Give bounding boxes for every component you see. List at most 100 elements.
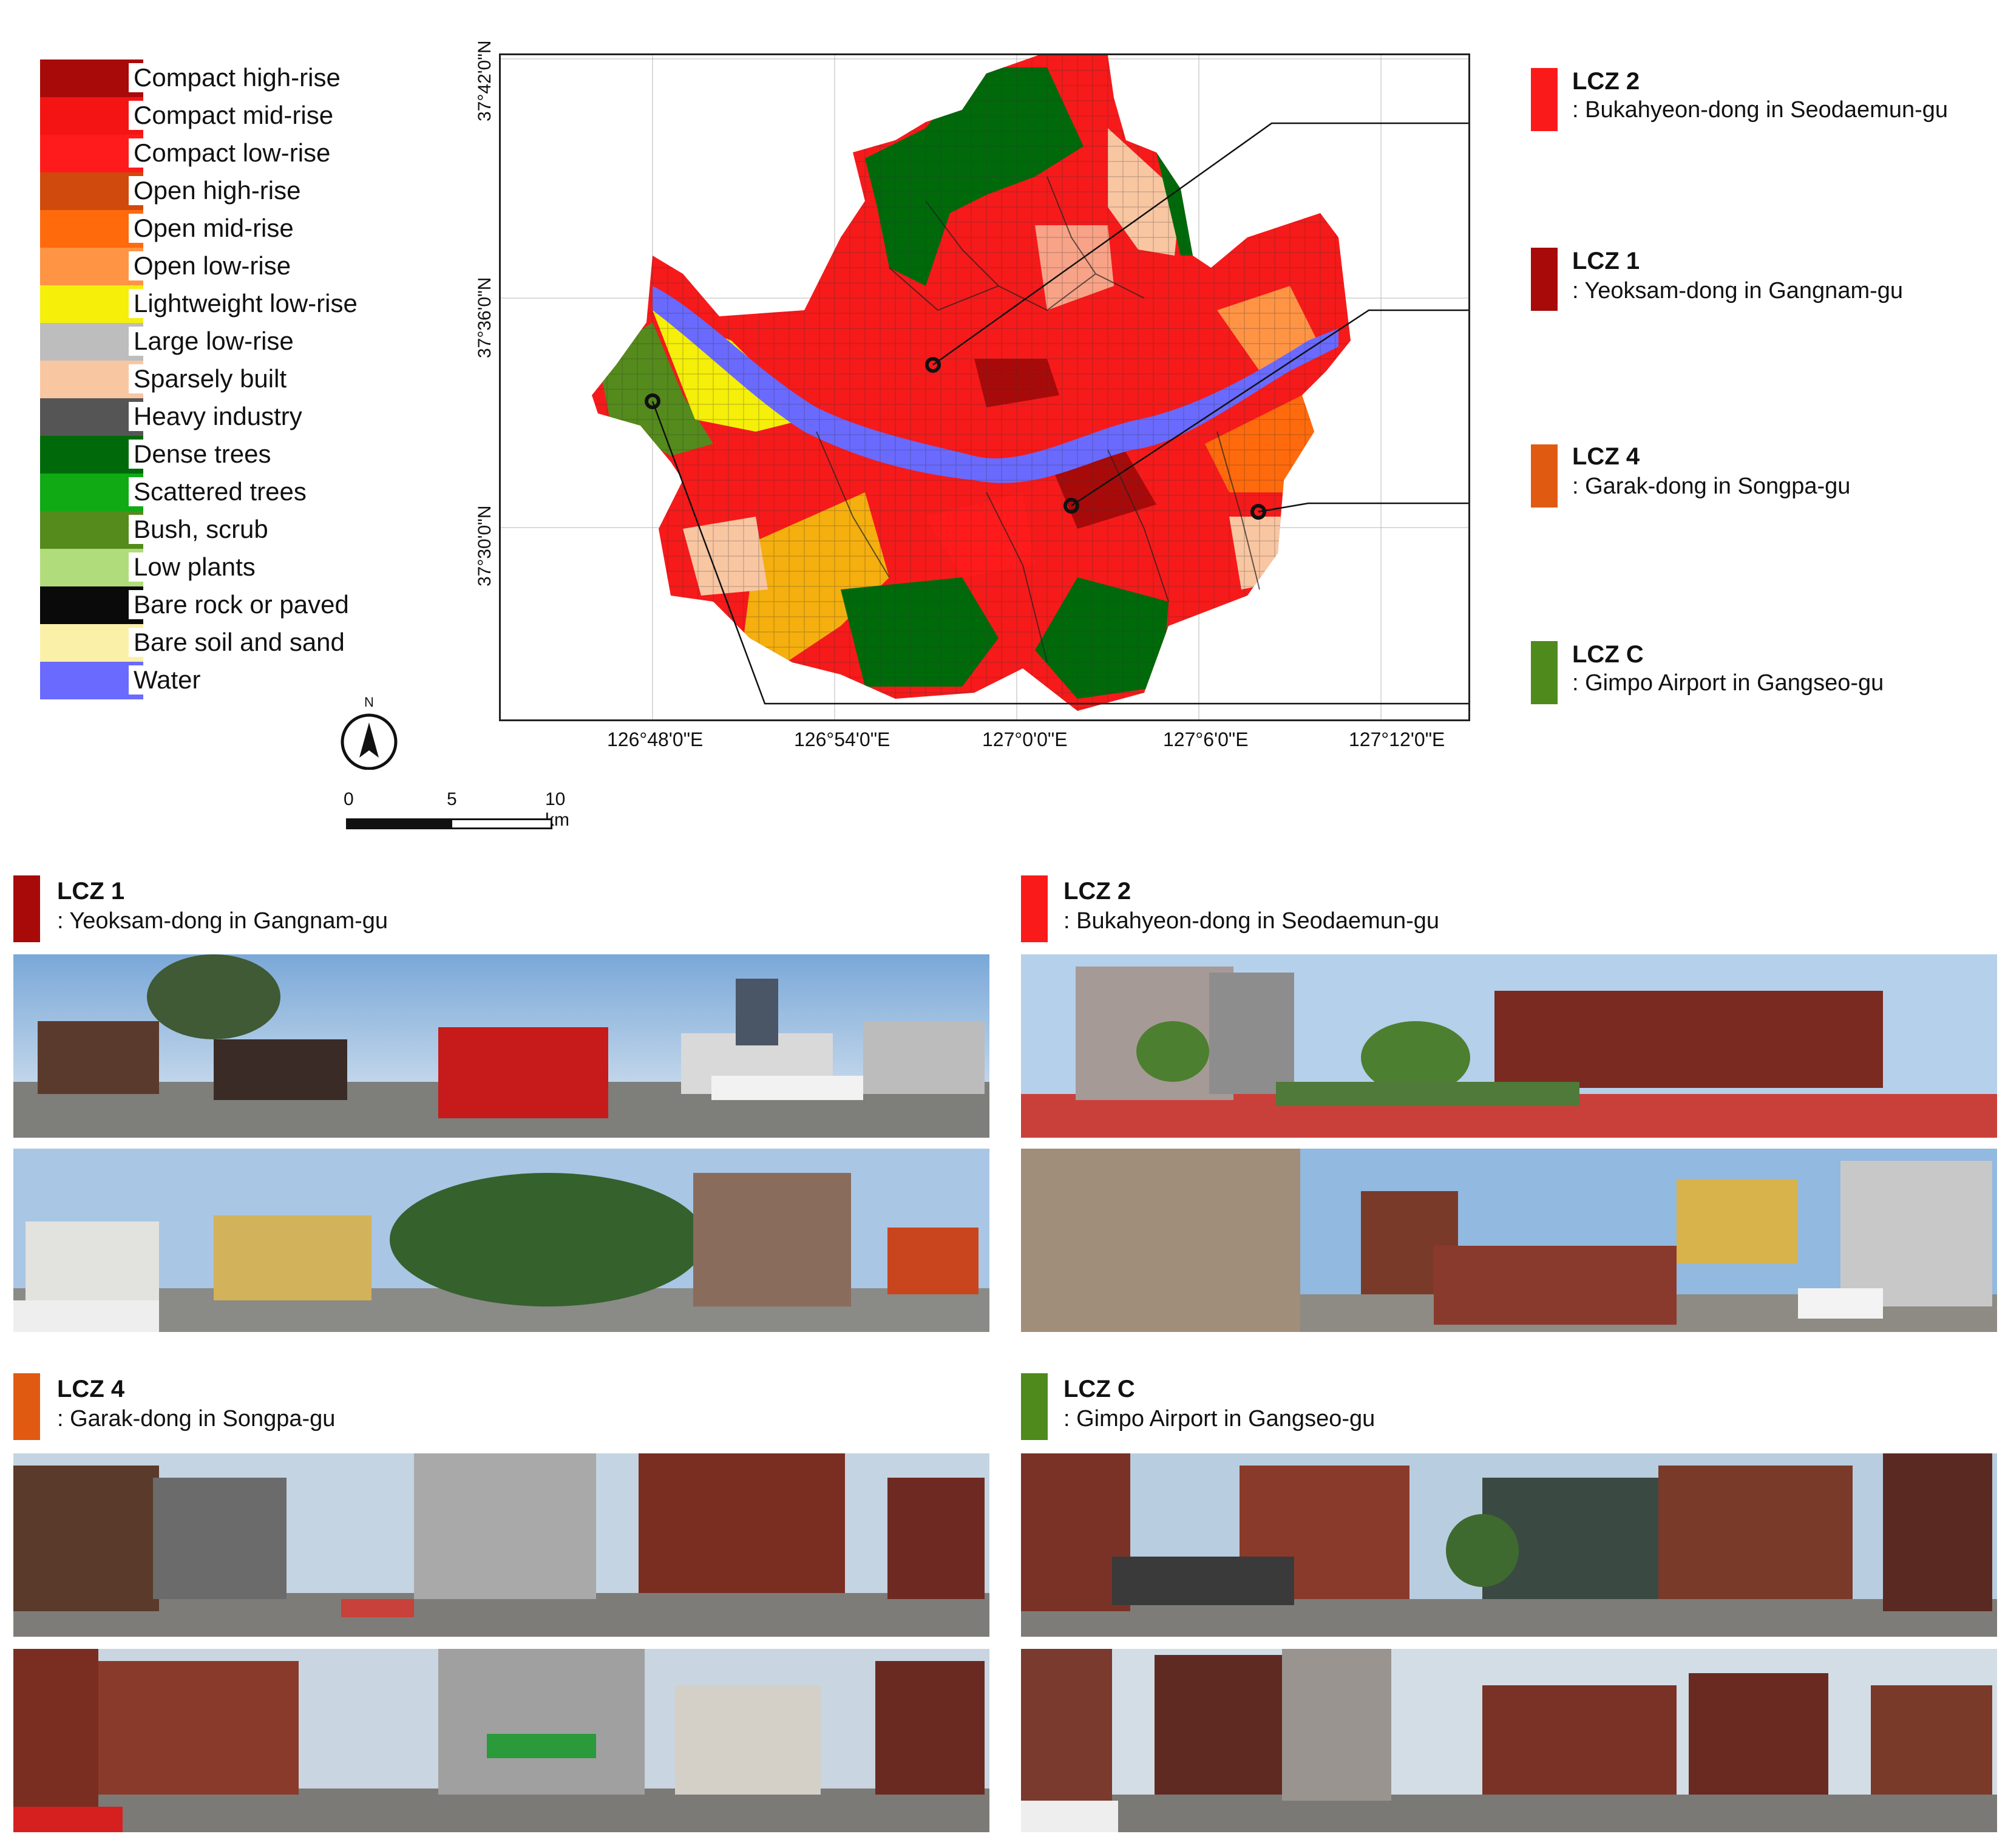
lcz-map (499, 53, 1945, 721)
site-marker-lcz1 (1063, 498, 1079, 514)
legend-label: Large low-rise (129, 327, 294, 356)
panel-subtitle: : Gimpo Airport in Gangseo-gu (1063, 1406, 1375, 1432)
legend-label: Open mid-rise (129, 214, 294, 243)
legend-item: Open low-rise (40, 248, 429, 285)
scale-tick-5: 5 (447, 789, 457, 809)
callout-subtitle: : Yeoksam-dong in Gangnam-gu (1572, 278, 1904, 304)
panel-title: LCZ C (1063, 1376, 1135, 1402)
legend-swatch (40, 549, 143, 586)
legend-swatch (40, 398, 143, 436)
lcz-map-graphic (501, 55, 1945, 719)
street-photo (1021, 1149, 1997, 1332)
scale-bar-white (450, 818, 552, 829)
panel-subtitle: : Yeoksam-dong in Gangnam-gu (57, 908, 388, 934)
legend-item: Bush, scrub (40, 511, 429, 549)
lon-label: 127°12'0"E (1349, 729, 1445, 750)
street-photo (13, 1453, 989, 1637)
legend-swatch (40, 285, 143, 323)
callout-swatch (1531, 248, 1558, 311)
panel-swatch (1021, 875, 1048, 942)
street-photo (1021, 1453, 1997, 1637)
legend-label: Scattered trees (129, 477, 307, 506)
site-marker-lcz2 (925, 357, 941, 373)
legend-item: Compact low-rise (40, 135, 429, 172)
callout-swatch (1531, 444, 1558, 508)
scale-tick-0: 0 (344, 789, 354, 809)
lat-label: 37°36'0"N (475, 277, 495, 358)
legend-label: Lightweight low-rise (129, 289, 358, 318)
legend-label: Sparsely built (129, 364, 287, 393)
legend-item: Bare rock or paved (40, 586, 429, 624)
north-label: N (364, 695, 374, 710)
legend-swatch (40, 586, 143, 624)
lon-label: 126°54'0"E (794, 729, 890, 750)
legend-item: Open mid-rise (40, 210, 429, 248)
panel-subtitle: : Bukahyeon-dong in Seodaemun-gu (1063, 908, 1440, 934)
panel-title: LCZ 2 (1063, 878, 1131, 905)
legend-item: Heavy industry (40, 398, 429, 436)
panel-title: LCZ 1 (57, 878, 125, 905)
legend-item: Sparsely built (40, 361, 429, 398)
lon-label: 126°48'0"E (607, 729, 704, 750)
callout-swatch (1531, 68, 1558, 131)
legend-swatch (40, 662, 143, 699)
callout-title: LCZ C (1572, 641, 1644, 668)
legend-item: Lightweight low-rise (40, 285, 429, 323)
legend-swatch (40, 248, 143, 285)
lon-label: 127°0'0"E (982, 729, 1068, 750)
legend-swatch (40, 323, 143, 361)
callout-subtitle: : Bukahyeon-dong in Seodaemun-gu (1572, 97, 1949, 123)
legend-label: Low plants (129, 552, 256, 582)
legend-item: Compact high-rise (40, 59, 429, 97)
scale-bar: 0 5 10 km (344, 789, 569, 838)
legend-item: Large low-rise (40, 323, 429, 361)
legend-swatch (40, 474, 143, 511)
legend-label: Bare soil and sand (129, 628, 345, 657)
legend-swatch (40, 361, 143, 398)
legend-item: Compact mid-rise (40, 97, 429, 135)
street-photo (1021, 1649, 1997, 1832)
callout-swatch (1531, 641, 1558, 704)
scale-bar-black (346, 818, 450, 829)
legend-label: Bush, scrub (129, 515, 268, 544)
site-marker-lcz-c (645, 393, 660, 409)
callout-title: LCZ 2 (1572, 68, 1640, 95)
panel-title: LCZ 4 (57, 1376, 125, 1402)
legend-label: Heavy industry (129, 402, 302, 431)
legend-label: Compact low-rise (129, 138, 331, 168)
legend-swatch (40, 210, 143, 248)
legend-swatch (40, 624, 143, 662)
legend-label: Open low-rise (129, 251, 291, 280)
panel-swatch (13, 875, 40, 942)
legend-item: Low plants (40, 549, 429, 586)
lat-label: 37°30'0"N (475, 505, 495, 586)
callout-title: LCZ 4 (1572, 443, 1640, 470)
legend-label: Dense trees (129, 440, 271, 469)
callout-subtitle: : Gimpo Airport in Gangseo-gu (1572, 670, 1884, 696)
site-marker-lcz4 (1250, 504, 1266, 520)
legend-label: Open high-rise (129, 176, 301, 205)
north-arrow-icon: N (337, 695, 401, 770)
panel-subtitle: : Garak-dong in Songpa-gu (57, 1406, 336, 1432)
legend-label: Compact mid-rise (129, 101, 334, 130)
legend-swatch (40, 135, 143, 172)
legend-item: Bare soil and sand (40, 624, 429, 662)
street-photo (13, 1149, 989, 1332)
lat-label: 37°42'0"N (475, 40, 495, 121)
legend-item: Dense trees (40, 436, 429, 474)
legend-item: Open high-rise (40, 172, 429, 210)
street-photo (1021, 954, 1997, 1138)
lon-label: 127°6'0"E (1163, 729, 1249, 750)
callout-subtitle: : Garak-dong in Songpa-gu (1572, 474, 1851, 499)
callout-title: LCZ 1 (1572, 248, 1640, 274)
legend-item: Scattered trees (40, 474, 429, 511)
street-photo (13, 1649, 989, 1832)
legend-label: Water (129, 665, 201, 695)
street-photo (13, 954, 989, 1138)
legend-swatch (40, 511, 143, 549)
legend-swatch (40, 436, 143, 474)
panel-swatch (13, 1373, 40, 1440)
legend-label: Compact high-rise (129, 63, 341, 92)
legend-swatch (40, 59, 143, 97)
legend-swatch (40, 172, 143, 210)
